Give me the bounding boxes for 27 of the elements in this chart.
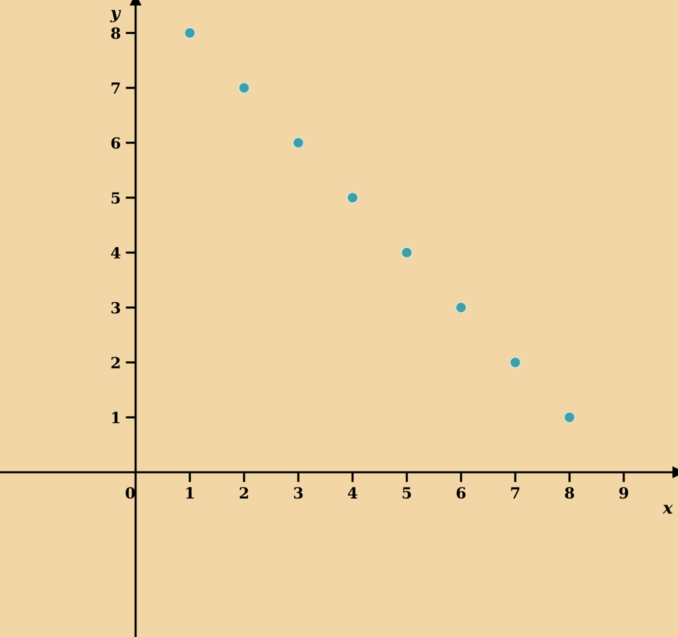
point: [400, 246, 413, 259]
y-tick-label: 5: [112, 192, 120, 204]
point: [346, 192, 358, 204]
x-tick-label: 2: [240, 487, 248, 498]
x-tick-label: 7: [511, 487, 520, 498]
y-axis-title: y: [110, 10, 122, 22]
x-tick-label: 8: [564, 487, 574, 499]
y-tick-label: 3: [111, 302, 120, 314]
point: [238, 82, 250, 94]
y-tick-label: 2: [111, 356, 120, 368]
x-tick-label: 9: [619, 487, 628, 499]
x-tick-label: 4: [348, 487, 358, 498]
point: [509, 356, 522, 368]
y-tick-label: 6: [111, 137, 120, 149]
x-tick-label: 5: [402, 487, 411, 499]
x-tick-label: 6: [456, 487, 466, 499]
y-tick-label: 7: [112, 82, 120, 94]
point: [184, 27, 196, 39]
y-tick-label: 4: [111, 247, 120, 258]
y-tick-label: 8: [111, 27, 120, 39]
point: [455, 302, 467, 314]
x-axis-title: x: [662, 504, 673, 514]
x-tick-label: 3: [294, 487, 303, 499]
x-tick-label: 1: [186, 487, 194, 498]
y-tick-label: 1: [112, 412, 120, 424]
point: [564, 411, 576, 424]
point: [292, 136, 304, 149]
